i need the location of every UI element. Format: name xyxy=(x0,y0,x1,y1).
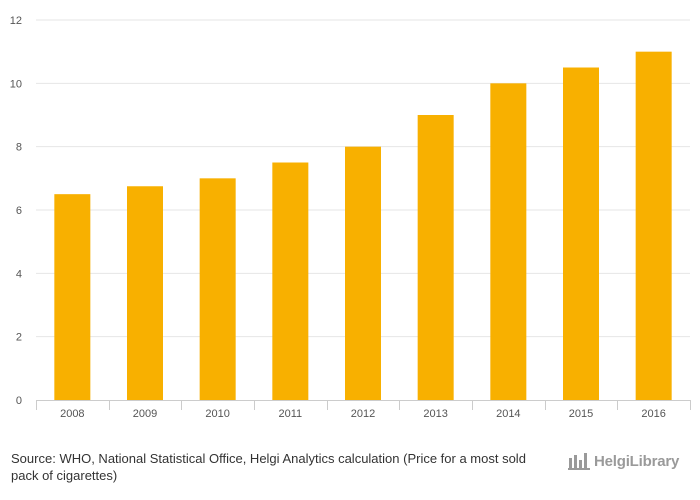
source-prefix: Source: xyxy=(11,451,56,466)
x-tick-label: 2014 xyxy=(496,408,520,420)
x-tick-label: 2013 xyxy=(423,408,447,420)
x-tick-label: 2008 xyxy=(60,408,84,420)
bar-2014 xyxy=(490,83,527,400)
library-logo-icon xyxy=(568,453,590,470)
bar-2013 xyxy=(417,115,454,400)
x-tick-label: 2012 xyxy=(351,408,375,420)
bar-2012 xyxy=(345,146,381,400)
bars-layer xyxy=(54,51,672,401)
y-tick-label: 8 xyxy=(16,142,22,154)
bar-2008 xyxy=(54,194,91,400)
y-tick-label: 4 xyxy=(16,268,22,280)
bar-2015 xyxy=(563,67,599,400)
bar-2010 xyxy=(199,178,236,400)
x-axis: 2008 2009 2010 2011 2012 2013 2014 2015 2016 xyxy=(36,400,691,420)
source-text: WHO, National Statistical Office, Helgi … xyxy=(11,451,526,483)
x-tick-label: 2016 xyxy=(641,408,665,420)
y-tick-label: 10 xyxy=(10,78,22,90)
y-tick-label: 0 xyxy=(16,395,22,407)
helgilibrary-logo: HelgiLibrary xyxy=(568,450,679,472)
source-note: Source: WHO, National Statistical Office… xyxy=(11,450,541,484)
y-tick-label: 12 xyxy=(10,15,22,27)
bar-2016 xyxy=(635,51,672,401)
y-axis: 0 2 4 6 8 10 12 xyxy=(10,15,22,407)
bar-chart: 2008 2009 2010 2011 2012 2013 2014 2015 2016 0 2 4… xyxy=(10,15,691,420)
x-tick-label: 2015 xyxy=(569,408,593,420)
x-tick-label: 2010 xyxy=(205,408,229,420)
y-tick-label: 2 xyxy=(16,332,22,344)
logo-text: HelgiLibrary xyxy=(594,452,680,470)
bar-2009 xyxy=(127,186,163,400)
y-tick-label: 6 xyxy=(16,205,22,217)
bar-2011 xyxy=(272,162,309,400)
x-tick-label: 2009 xyxy=(133,408,157,420)
x-tick-label: 2011 xyxy=(279,408,303,420)
